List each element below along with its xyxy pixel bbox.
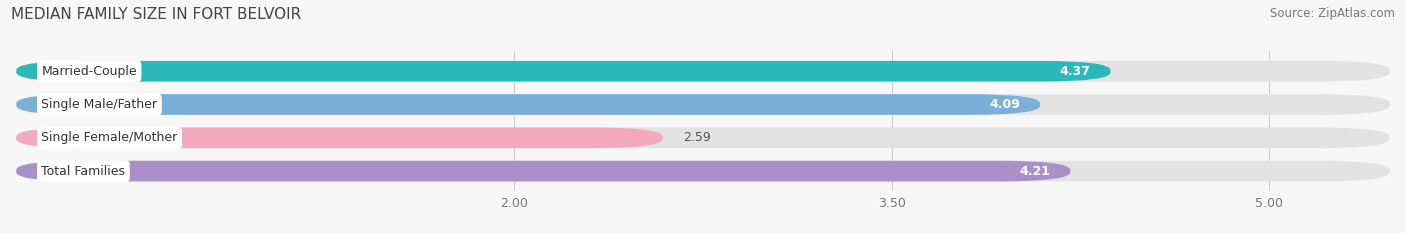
Text: 4.09: 4.09 (988, 98, 1019, 111)
FancyBboxPatch shape (17, 161, 1389, 182)
Text: Married-Couple: Married-Couple (41, 65, 136, 78)
Text: Total Families: Total Families (41, 164, 125, 178)
Text: Source: ZipAtlas.com: Source: ZipAtlas.com (1270, 7, 1395, 20)
Text: 4.37: 4.37 (1060, 65, 1091, 78)
Text: 4.21: 4.21 (1019, 164, 1050, 178)
Text: Single Female/Mother: Single Female/Mother (41, 131, 177, 144)
Text: MEDIAN FAMILY SIZE IN FORT BELVOIR: MEDIAN FAMILY SIZE IN FORT BELVOIR (11, 7, 301, 22)
FancyBboxPatch shape (17, 94, 1040, 115)
FancyBboxPatch shape (17, 127, 662, 148)
FancyBboxPatch shape (17, 61, 1389, 82)
Text: 2.59: 2.59 (683, 131, 710, 144)
FancyBboxPatch shape (17, 161, 1070, 182)
FancyBboxPatch shape (17, 61, 1111, 82)
FancyBboxPatch shape (17, 94, 1389, 115)
FancyBboxPatch shape (17, 127, 1389, 148)
Text: Single Male/Father: Single Male/Father (41, 98, 157, 111)
